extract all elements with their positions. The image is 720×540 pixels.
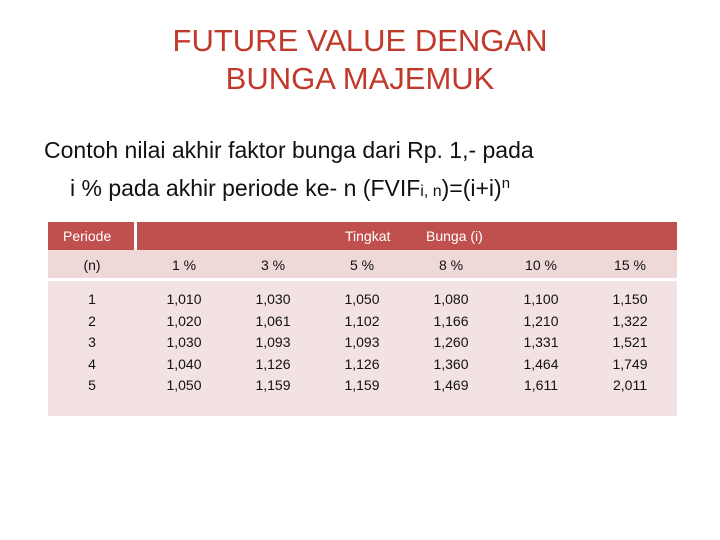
table-header: Periode Tingkat Bunga (i) bbox=[48, 222, 677, 250]
table-cell: 1,100 bbox=[523, 291, 559, 307]
subheader-n: (n) bbox=[83, 257, 101, 273]
table-cell: 4 bbox=[88, 355, 96, 372]
table-cell: 1,611 bbox=[524, 377, 558, 394]
table-cell: 1,061 bbox=[255, 312, 291, 329]
table-cell: 1,050 bbox=[166, 377, 202, 394]
column-10pct-values: 1,100 1,210 1,331 1,464 1,611 bbox=[499, 289, 583, 397]
table-cell: 1,166 bbox=[433, 312, 469, 329]
table-cell: 1,093 bbox=[344, 334, 380, 351]
table-cell: 1,210 bbox=[523, 312, 559, 329]
column-3pct-values: 1,030 1,061 1,093 1,126 1,159 bbox=[231, 289, 315, 397]
column-8pct-values: 1,080 1,166 1,260 1,360 1,469 bbox=[409, 289, 493, 397]
title-line-1: FUTURE VALUE DENGAN bbox=[172, 23, 548, 58]
table-cell: 3 bbox=[88, 334, 96, 351]
subheader-8pct: 8 % bbox=[438, 257, 464, 273]
header-periode: Periode bbox=[63, 228, 112, 244]
table-cell: 1,260 bbox=[433, 334, 469, 351]
header-tingkat: Tingkat bbox=[345, 228, 391, 244]
table-cell: 2 bbox=[88, 312, 96, 329]
table-cell: 1,030 bbox=[255, 291, 291, 307]
table-cell: 1,020 bbox=[166, 312, 202, 329]
table-cell: 2,011 bbox=[613, 377, 647, 394]
table-cell: 1,010 bbox=[166, 291, 202, 307]
subtitle-subscript: i, n bbox=[420, 183, 442, 200]
table-cell: 1,093 bbox=[255, 334, 291, 351]
column-5pct-values: 1,050 1,102 1,093 1,126 1,159 bbox=[320, 289, 404, 397]
table-cell: 1,126 bbox=[255, 355, 291, 372]
column-1pct-values: 1,010 1,020 1,030 1,040 1,050 bbox=[142, 289, 226, 397]
subheader-10pct: 10 % bbox=[525, 257, 557, 273]
slide-subtitle: Contoh nilai akhir faktor bunga dari Rp.… bbox=[44, 134, 704, 208]
table-cell: 1,521 bbox=[612, 334, 648, 351]
table-cell: 1,102 bbox=[344, 312, 380, 329]
column-periode-values: 1 2 3 4 5 bbox=[50, 289, 134, 397]
table-cell: 1,331 bbox=[523, 334, 559, 351]
column-15pct-values: 1,150 1,322 1,521 1,749 2,011 bbox=[588, 289, 672, 397]
table-cell: 1,749 bbox=[612, 355, 648, 372]
subtitle-superscript: n bbox=[501, 175, 511, 192]
subtitle-line-2: i % pada akhir periode ke- n (FVIFi, n)=… bbox=[44, 167, 704, 208]
table-cell: 1 bbox=[88, 291, 96, 307]
table-cell: 1,150 bbox=[612, 291, 648, 307]
table-cell: 1,050 bbox=[344, 291, 380, 307]
header-bunga: Bunga (i) bbox=[426, 228, 483, 244]
subheader-1pct: 1 % bbox=[171, 257, 197, 273]
table-cell: 1,080 bbox=[433, 291, 469, 307]
table-cell: 1,126 bbox=[344, 355, 380, 372]
fvif-table: Periode Tingkat Bunga (i) (n) 1 % 3 % 5 … bbox=[48, 222, 677, 416]
table-cell: 1,360 bbox=[433, 355, 469, 372]
subheader-15pct: 15 % bbox=[614, 257, 646, 273]
slide-title: FUTURE VALUE DENGAN BUNGA MAJEMUK bbox=[0, 22, 720, 98]
table-cell: 5 bbox=[88, 377, 96, 394]
table-cell: 1,159 bbox=[344, 377, 380, 394]
subtitle-line-2-b: )=(i+i) bbox=[441, 175, 502, 201]
table-cell: 1,469 bbox=[433, 377, 469, 394]
table-cell: 1,464 bbox=[523, 355, 559, 372]
subheader-3pct: 3 % bbox=[260, 257, 286, 273]
table-cell: 1,159 bbox=[255, 377, 291, 394]
table-subheader-row: (n) 1 % 3 % 5 % 8 % 10 % 15 % bbox=[48, 250, 677, 281]
subtitle-line-1: Contoh nilai akhir faktor bunga dari Rp.… bbox=[44, 137, 534, 163]
subheader-5pct: 5 % bbox=[349, 257, 375, 273]
table-cell: 1,030 bbox=[166, 334, 202, 351]
table-cell: 1,040 bbox=[166, 355, 202, 372]
subtitle-line-2-a: i % pada akhir periode ke- n (FVIF bbox=[70, 175, 421, 201]
title-line-2: BUNGA MAJEMUK bbox=[225, 61, 495, 96]
table-cell: 1,322 bbox=[612, 312, 648, 329]
header-divider bbox=[134, 222, 137, 250]
table-body: 1 2 3 4 5 1,010 1,020 1,030 1,040 1,050 … bbox=[48, 281, 677, 416]
